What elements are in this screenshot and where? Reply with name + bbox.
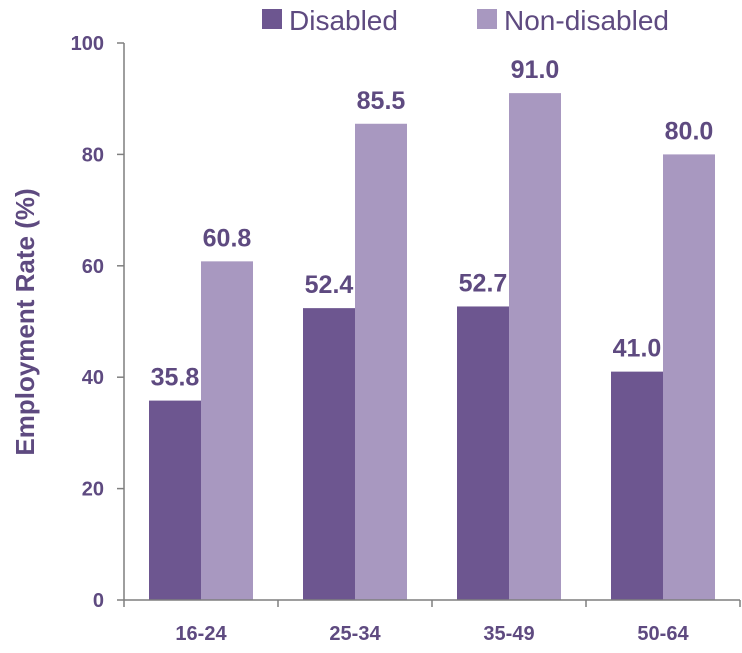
y-tick-label: 60 (82, 256, 104, 278)
bar-disabled-16-24 (149, 400, 201, 600)
y-axis-title: Employment Rate (%) (10, 188, 40, 455)
y-tick-label: 20 (82, 479, 104, 501)
legend-swatch-non-disabled (477, 9, 497, 29)
x-tick-label: 16-24 (175, 623, 227, 645)
data-label: 85.5 (357, 87, 406, 115)
bar-disabled-25-34 (303, 308, 355, 600)
bar-non-disabled-16-24 (201, 261, 253, 600)
x-axis-ticks: 16-24 25-34 35-49 50-64 (123, 600, 741, 645)
x-tick-label: 25-34 (329, 623, 381, 645)
data-labels: 35.8 60.8 52.4 85.5 52.7 91.0 41.0 80.0 (151, 56, 714, 391)
bars (149, 93, 715, 600)
y-axis-ticks: 0 20 40 60 80 100 (71, 33, 124, 612)
x-tick-label: 50-64 (637, 623, 689, 645)
y-tick-label: 80 (82, 144, 104, 166)
legend: Disabled Non-disabled (262, 5, 669, 36)
bar-non-disabled-35-49 (509, 93, 561, 600)
legend-label-disabled: Disabled (289, 5, 398, 36)
bar-non-disabled-25-34 (355, 123, 407, 600)
y-tick-label: 100 (71, 33, 104, 55)
data-label: 52.4 (305, 271, 354, 299)
data-label: 60.8 (203, 224, 252, 252)
bar-non-disabled-50-64 (663, 154, 715, 600)
data-label: 80.0 (665, 117, 714, 145)
bar-disabled-50-64 (611, 371, 663, 600)
data-label: 41.0 (613, 335, 662, 363)
y-tick-label: 40 (82, 367, 104, 389)
y-tick-label: 0 (93, 590, 104, 612)
legend-swatch-disabled (262, 9, 282, 29)
legend-label-non-disabled: Non-disabled (504, 5, 669, 36)
bar-disabled-35-49 (457, 306, 509, 600)
x-tick-label: 35-49 (483, 623, 534, 645)
data-label: 35.8 (151, 364, 200, 392)
data-label: 52.7 (459, 269, 508, 297)
data-label: 91.0 (511, 56, 560, 84)
